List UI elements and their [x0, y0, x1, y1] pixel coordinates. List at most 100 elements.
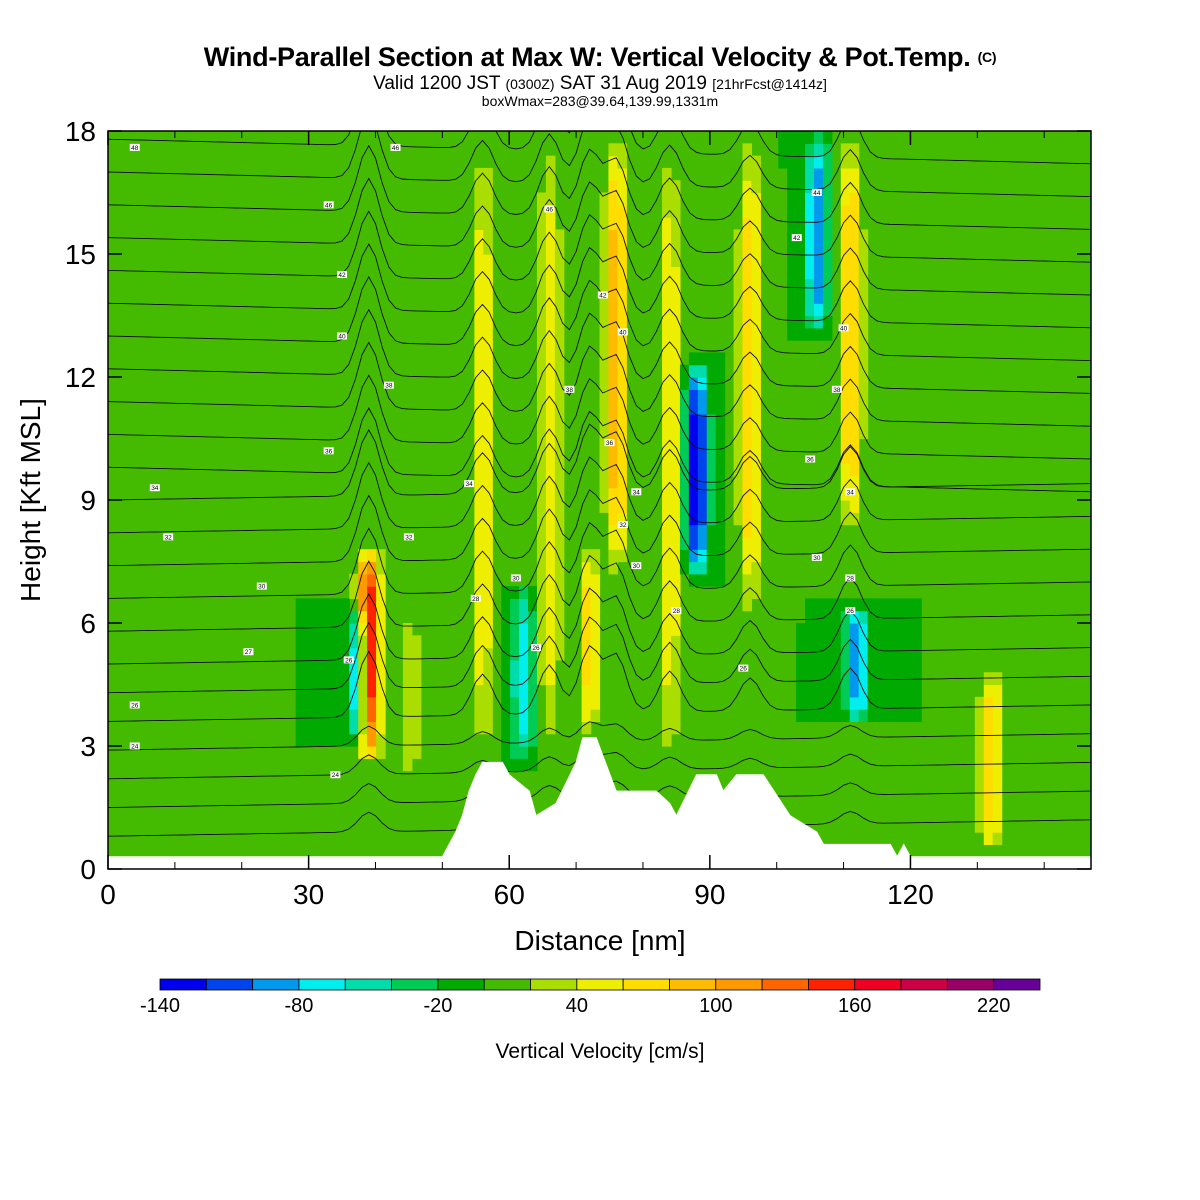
field-cell [411, 672, 422, 686]
field-cell [617, 487, 627, 501]
field-cell [358, 561, 368, 575]
field-cell [474, 352, 484, 366]
field-cell [751, 401, 761, 415]
field-cell [501, 647, 511, 661]
field-cell [733, 266, 744, 280]
field-cell [617, 450, 627, 464]
field-cell [670, 401, 681, 415]
x-axis-label: Distance [nm] [514, 925, 685, 956]
field-cell [885, 623, 895, 636]
field-cell [662, 647, 672, 661]
field-cell [474, 377, 484, 390]
field-cell [608, 327, 618, 341]
field-cell [688, 377, 699, 390]
field-cell [545, 647, 556, 661]
field-cell [822, 290, 833, 304]
field-cell [411, 684, 422, 698]
isentrope-label-text: 34 [465, 481, 473, 488]
y-tick-label: 9 [80, 485, 96, 516]
field-cell [599, 266, 610, 280]
field-cell [536, 254, 547, 267]
field-cell [519, 733, 529, 747]
field-cell [751, 340, 761, 353]
field-cell [885, 610, 895, 624]
field-cell [590, 696, 601, 710]
field-cell [545, 721, 556, 735]
terrain-profile [108, 737, 1091, 869]
field-cell [617, 155, 627, 169]
field-cell [554, 463, 565, 476]
field-cell [840, 438, 851, 452]
field-cell [554, 561, 565, 575]
field-cell [822, 155, 833, 169]
field-cell [367, 635, 377, 649]
field-cell [742, 180, 753, 194]
field-cell [670, 561, 681, 575]
isentrope-contours [108, 131, 1091, 837]
field-cell [483, 192, 493, 206]
field-cell [742, 278, 753, 292]
field-cell [867, 623, 878, 636]
field-cell [617, 512, 627, 526]
field-cell [662, 192, 672, 206]
field-cell [670, 623, 681, 636]
field-cell [876, 709, 887, 722]
field-cell [313, 598, 324, 612]
field-cell [662, 229, 672, 243]
field-cell [474, 167, 484, 181]
field-cell [483, 254, 493, 267]
isentrope-label: 30 [631, 562, 642, 570]
field-cell [581, 672, 592, 686]
field-cell [331, 610, 341, 624]
field-cell [805, 610, 815, 624]
field-cell [331, 635, 341, 649]
field-cell [679, 401, 690, 415]
field-cell [358, 610, 368, 624]
field-cell [528, 733, 538, 747]
field-cell [670, 463, 681, 476]
field-cell [581, 721, 592, 735]
field-cell [822, 610, 833, 624]
field-cell [608, 512, 618, 526]
field-cell [501, 610, 511, 624]
field-cell [662, 561, 672, 575]
field-cell [662, 426, 672, 440]
field-cell [411, 733, 422, 747]
field-cell [715, 573, 726, 587]
field-cell [483, 303, 493, 317]
field-cell [697, 524, 708, 538]
field-cell [376, 635, 386, 649]
field-cell [742, 377, 753, 390]
field-cell [849, 192, 860, 206]
field-cell [662, 377, 672, 390]
isentrope-label-text: 38 [833, 387, 841, 394]
field-cell [813, 610, 824, 624]
field-cell [822, 327, 833, 341]
x-tick-label: 0 [100, 879, 116, 910]
field-cell [313, 684, 324, 698]
field-cell [670, 475, 681, 489]
field-cell [813, 254, 824, 267]
isentrope-label: 46 [390, 143, 401, 152]
field-cell [367, 561, 377, 575]
field-cell [617, 500, 627, 513]
y-axis-label: Height [Kft MSL] [15, 398, 46, 602]
field-cell [831, 610, 842, 624]
field-cell [751, 450, 761, 464]
field-cell [992, 819, 1003, 833]
field-cell [340, 635, 350, 649]
field-cell [840, 475, 851, 489]
field-cell [733, 364, 744, 378]
isentrope-line [108, 275, 1091, 362]
field-cell [831, 709, 842, 722]
field-cell [849, 450, 860, 464]
field-cell [787, 266, 797, 280]
field-cell [545, 500, 556, 513]
field-cell [706, 561, 717, 575]
field-cell [402, 672, 413, 686]
field-cell [313, 659, 324, 673]
field-cell [331, 659, 341, 673]
colorbar: -140 -80 -20 40 100 160 220 [140, 978, 1041, 1017]
field-cell [805, 204, 815, 218]
field-cell [796, 290, 806, 304]
